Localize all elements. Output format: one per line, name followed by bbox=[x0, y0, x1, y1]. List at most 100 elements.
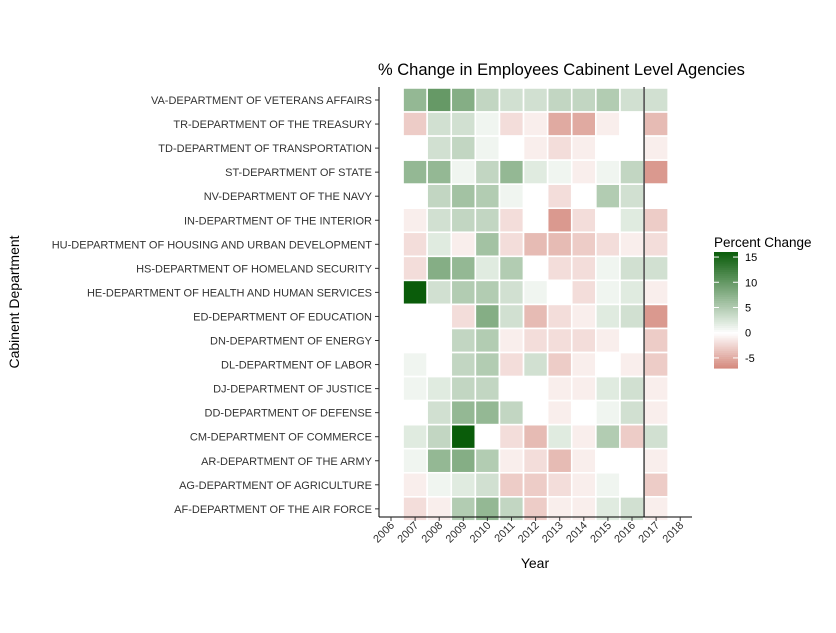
heatmap-cell bbox=[450, 135, 477, 161]
heatmap-cell bbox=[619, 447, 645, 474]
legend-tick-label: 15 bbox=[745, 252, 757, 264]
heatmap-cell bbox=[570, 399, 597, 426]
legend-colorbar-segment bbox=[714, 354, 738, 357]
x-tick-label: 2012 bbox=[516, 520, 542, 546]
heatmap-cell bbox=[643, 375, 669, 402]
legend-layer: 15 10 5 0 -5 bbox=[714, 252, 757, 369]
legend-colorbar-segment bbox=[714, 306, 738, 309]
heatmap-cell bbox=[402, 471, 428, 498]
heatmap-cell bbox=[474, 351, 501, 378]
heatmap-cell bbox=[474, 303, 501, 330]
legend-colorbar-segment bbox=[714, 313, 738, 317]
legend-colorbar-segment bbox=[714, 342, 738, 346]
y-tick-label: DN-DEPARTMENT OF ENERGY bbox=[210, 336, 373, 348]
axes-layer: VA-DEPARTMENT OF VETERANS AFFAIRS TR-DEPA… bbox=[52, 87, 692, 545]
heatmap-cell bbox=[450, 447, 477, 474]
heatmap-cell bbox=[402, 111, 428, 137]
heatmap-cell bbox=[643, 207, 669, 234]
heatmap-cell bbox=[474, 471, 501, 498]
x-tick-label: 2013 bbox=[540, 520, 566, 546]
heatmap-cell bbox=[595, 231, 621, 258]
legend-colorbar-segment bbox=[714, 348, 738, 352]
heatmap-cell bbox=[450, 159, 477, 185]
heatmap-cell bbox=[474, 135, 501, 161]
heatmap-cell bbox=[546, 471, 573, 498]
heatmap-cell bbox=[426, 351, 453, 378]
legend-colorbar-segment bbox=[714, 339, 738, 342]
heatmap-cell bbox=[546, 279, 573, 306]
legend-colorbar-segment bbox=[714, 325, 738, 328]
heatmap-cell bbox=[570, 327, 597, 354]
heatmap-cell bbox=[619, 111, 645, 137]
x-tick-label: 2009 bbox=[444, 520, 470, 546]
heatmap-cell bbox=[546, 159, 573, 185]
heatmap-cell bbox=[570, 423, 597, 450]
heatmap-cell bbox=[643, 471, 669, 498]
legend-tick-label: -5 bbox=[745, 353, 755, 365]
heatmap-cell bbox=[570, 279, 597, 306]
heatmap-cell bbox=[426, 231, 453, 258]
heatmap-cell bbox=[570, 207, 597, 234]
x-tick-label: 2018 bbox=[661, 520, 687, 546]
heatmap-cell bbox=[402, 447, 428, 474]
heatmap-cell bbox=[474, 375, 501, 402]
y-tick-label: AF-DEPARTMENT OF THE AIR FORCE bbox=[174, 504, 372, 516]
heatmap-cell bbox=[402, 303, 428, 330]
heatmap-cell bbox=[402, 87, 428, 113]
heatmap-cell bbox=[474, 231, 501, 258]
heatmap-cell bbox=[426, 111, 453, 137]
heatmap-cell bbox=[522, 399, 549, 426]
heatmap-cell bbox=[546, 231, 573, 258]
y-axis-title: Cabinent Department bbox=[6, 235, 22, 368]
heatmap-cell bbox=[426, 399, 453, 426]
heatmap-cell bbox=[643, 351, 669, 378]
heatmap-cell bbox=[474, 447, 501, 474]
legend-colorbar-segment bbox=[714, 273, 738, 276]
heatmap-cell bbox=[546, 399, 573, 426]
heatmap-cell bbox=[570, 303, 597, 330]
heatmap-cell bbox=[498, 183, 525, 210]
heatmap-cell bbox=[619, 183, 645, 210]
y-tick-label: ED-DEPARTMENT OF EDUCATION bbox=[193, 311, 372, 323]
legend-colorbar-segment bbox=[714, 281, 738, 284]
heatmap-cell bbox=[426, 447, 453, 474]
heatmap-cell bbox=[619, 327, 645, 354]
legend-colorbar-segment bbox=[714, 344, 738, 348]
heatmap-cell bbox=[546, 327, 573, 354]
heatmap-cell bbox=[474, 207, 501, 234]
heatmap-cell bbox=[426, 471, 453, 498]
heatmap-cell bbox=[498, 351, 525, 378]
heatmap-cell bbox=[595, 183, 621, 210]
heatmap-cell bbox=[498, 279, 525, 306]
y-tick-label: HS-DEPARTMENT OF HOMELAND SECURITY bbox=[136, 263, 373, 275]
legend-colorbar-segment bbox=[714, 279, 738, 282]
heatmap-cell bbox=[522, 447, 549, 474]
legend-colorbar-segment bbox=[714, 360, 738, 363]
y-tick-label: NV-DEPARTMENT OF THE NAVY bbox=[204, 191, 373, 203]
heatmap-cell bbox=[498, 303, 525, 330]
legend-colorbar-segment bbox=[714, 346, 738, 350]
heatmap-cell bbox=[595, 159, 621, 185]
legend-colorbar-segment bbox=[714, 269, 738, 272]
heatmap-cell bbox=[643, 399, 669, 426]
legend-colorbar-segment bbox=[714, 292, 738, 296]
heatmap-cell bbox=[619, 351, 645, 378]
heatmap-cell bbox=[522, 135, 549, 161]
heatmap-cell bbox=[498, 375, 525, 402]
cells-layer bbox=[402, 87, 669, 522]
heatmap-cell bbox=[450, 423, 477, 450]
heatmap-cell bbox=[546, 111, 573, 137]
legend-colorbar-segment bbox=[714, 253, 738, 257]
heatmap-cell bbox=[619, 207, 645, 234]
legend-colorbar-segment bbox=[714, 304, 738, 307]
legend-colorbar-segment bbox=[714, 333, 738, 336]
heatmap-cell bbox=[474, 399, 501, 426]
heatmap-cell bbox=[498, 231, 525, 258]
legend-colorbar-segment bbox=[714, 259, 738, 263]
legend-colorbar-segment bbox=[714, 317, 738, 321]
heatmap-cell bbox=[546, 135, 573, 161]
legend-colorbar-segment bbox=[714, 302, 738, 305]
y-tick-label: ST-DEPARTMENT OF STATE bbox=[225, 167, 372, 179]
legend-colorbar-segment bbox=[714, 282, 738, 286]
